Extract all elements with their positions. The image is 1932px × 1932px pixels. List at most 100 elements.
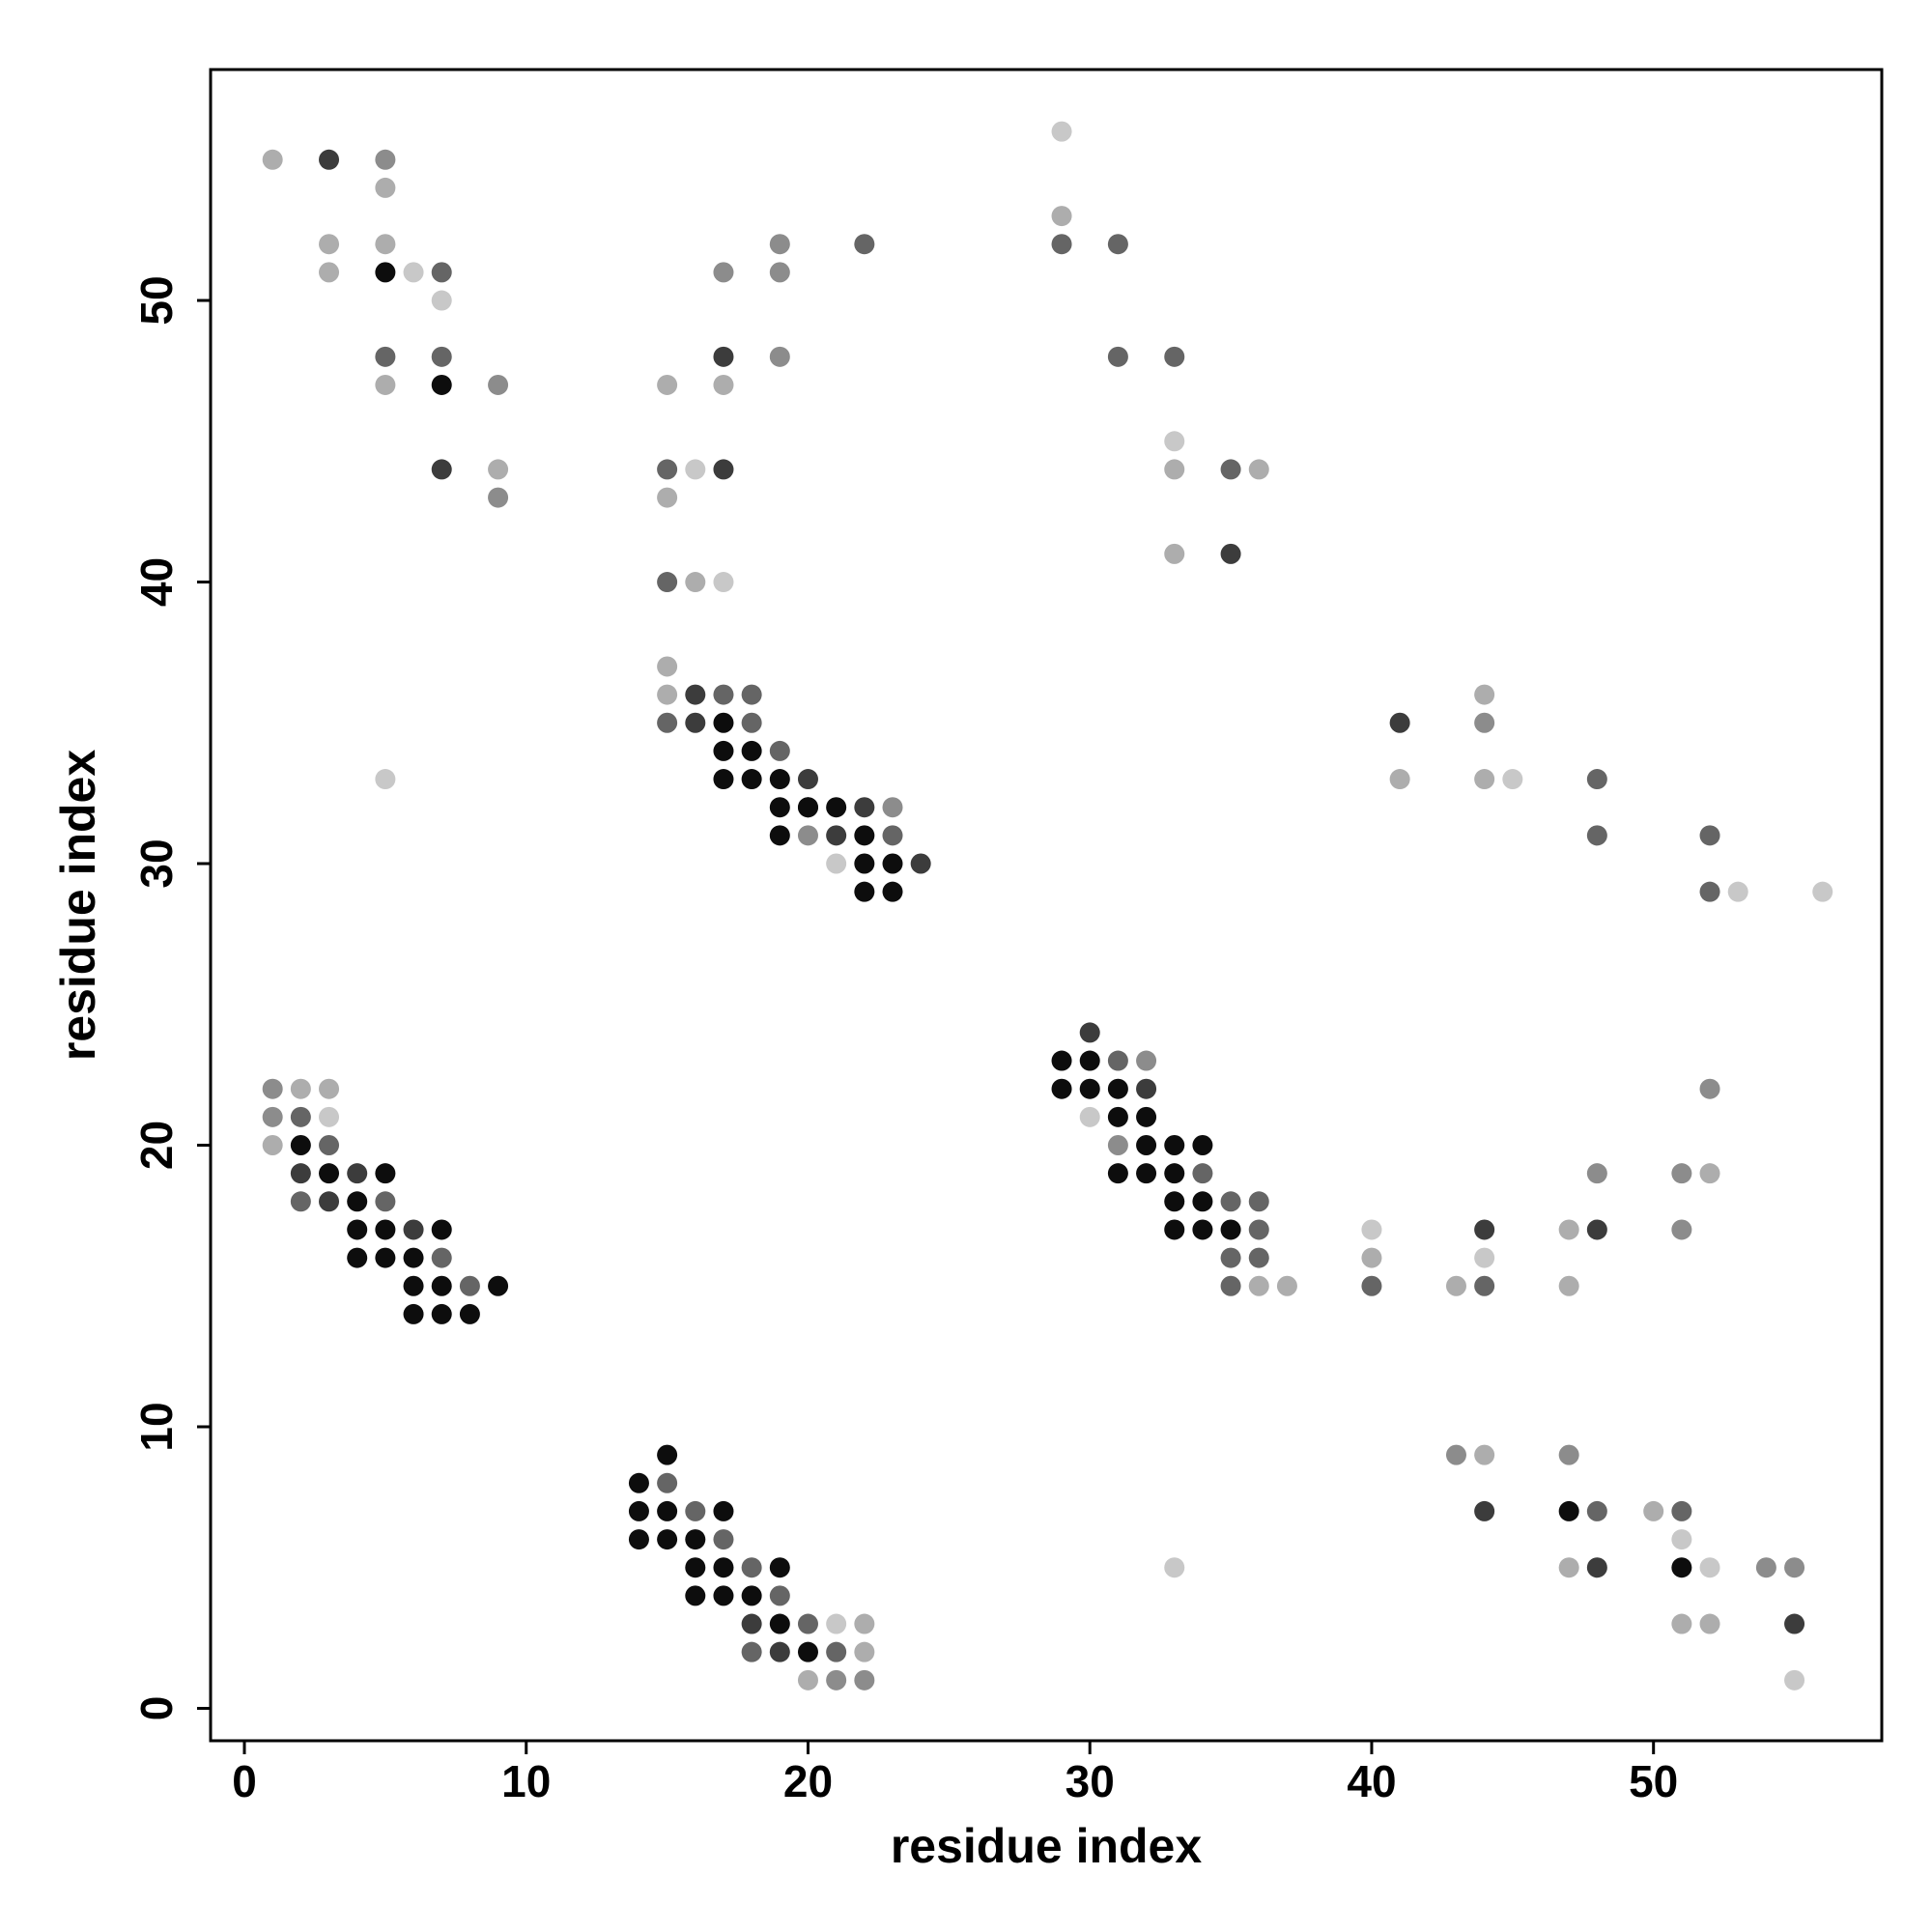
point — [657, 656, 678, 677]
y-axis-title: residue index — [51, 750, 105, 1062]
point — [403, 262, 424, 283]
point — [1474, 712, 1495, 733]
point — [826, 797, 847, 818]
point — [1699, 1613, 1720, 1634]
point — [375, 1219, 396, 1240]
point — [1474, 1275, 1495, 1296]
y-tick-label: 10 — [131, 1402, 182, 1451]
point — [375, 1191, 396, 1212]
point — [1474, 684, 1495, 705]
point — [713, 262, 734, 283]
point — [657, 1472, 678, 1493]
point — [488, 1275, 509, 1296]
point — [741, 740, 762, 761]
point — [826, 1613, 847, 1634]
point — [1220, 543, 1241, 564]
point — [1699, 1557, 1720, 1578]
point — [431, 374, 452, 395]
point — [403, 1247, 424, 1268]
point — [741, 712, 762, 733]
x-tick-label: 10 — [501, 1756, 551, 1806]
point — [657, 459, 678, 480]
point — [657, 374, 678, 395]
point — [403, 1275, 424, 1296]
point — [685, 1585, 706, 1606]
point — [1220, 1219, 1241, 1240]
point — [375, 177, 396, 198]
point — [741, 1557, 762, 1578]
point — [431, 1303, 452, 1324]
point — [769, 797, 790, 818]
point — [1164, 1163, 1185, 1184]
point — [713, 374, 734, 395]
point — [347, 1247, 368, 1268]
point — [431, 290, 452, 311]
point — [713, 740, 734, 761]
point — [1671, 1557, 1692, 1578]
point — [1558, 1500, 1579, 1521]
point — [1474, 1247, 1495, 1268]
y-tick-label: 40 — [131, 557, 182, 607]
point — [1445, 1275, 1466, 1296]
point — [319, 1134, 340, 1155]
point — [375, 149, 396, 170]
point — [375, 769, 396, 790]
point — [1755, 1557, 1776, 1578]
point — [826, 853, 847, 874]
point — [1586, 769, 1607, 790]
point — [290, 1134, 311, 1155]
point — [1079, 1106, 1100, 1127]
point — [657, 487, 678, 508]
point — [1558, 1557, 1579, 1578]
point — [1107, 346, 1128, 367]
point — [488, 374, 509, 395]
point — [1079, 1078, 1100, 1099]
point — [685, 459, 706, 480]
point — [1699, 881, 1720, 902]
point — [657, 712, 678, 733]
point — [769, 1613, 790, 1634]
point — [1558, 1275, 1579, 1296]
point — [1389, 712, 1410, 733]
point — [1248, 1275, 1269, 1296]
point — [1699, 825, 1720, 846]
point — [1164, 459, 1185, 480]
point — [290, 1106, 311, 1127]
point — [1107, 234, 1128, 255]
point — [1107, 1134, 1128, 1155]
point — [769, 346, 790, 367]
point — [403, 1219, 424, 1240]
point — [854, 1613, 875, 1634]
point — [1192, 1134, 1213, 1155]
point — [657, 1500, 678, 1521]
point — [854, 1669, 875, 1690]
point — [769, 825, 790, 846]
point — [319, 1078, 340, 1099]
point — [1389, 769, 1410, 790]
point — [1671, 1163, 1692, 1184]
point — [741, 1641, 762, 1662]
point — [1164, 431, 1185, 452]
point — [1051, 1050, 1072, 1071]
point — [1558, 1219, 1579, 1240]
point — [769, 262, 790, 283]
point — [1784, 1613, 1805, 1634]
point — [741, 1613, 762, 1634]
point — [882, 853, 903, 874]
point — [713, 712, 734, 733]
point — [1671, 1613, 1692, 1634]
point — [797, 825, 818, 846]
point — [347, 1163, 368, 1184]
point — [1079, 1022, 1100, 1043]
point — [685, 1529, 706, 1550]
point — [769, 1585, 790, 1606]
point — [319, 1191, 340, 1212]
point — [1671, 1500, 1692, 1521]
point — [262, 1078, 283, 1099]
point — [1192, 1191, 1213, 1212]
point — [431, 346, 452, 367]
point — [713, 1529, 734, 1550]
point — [375, 1163, 396, 1184]
point — [319, 234, 340, 255]
